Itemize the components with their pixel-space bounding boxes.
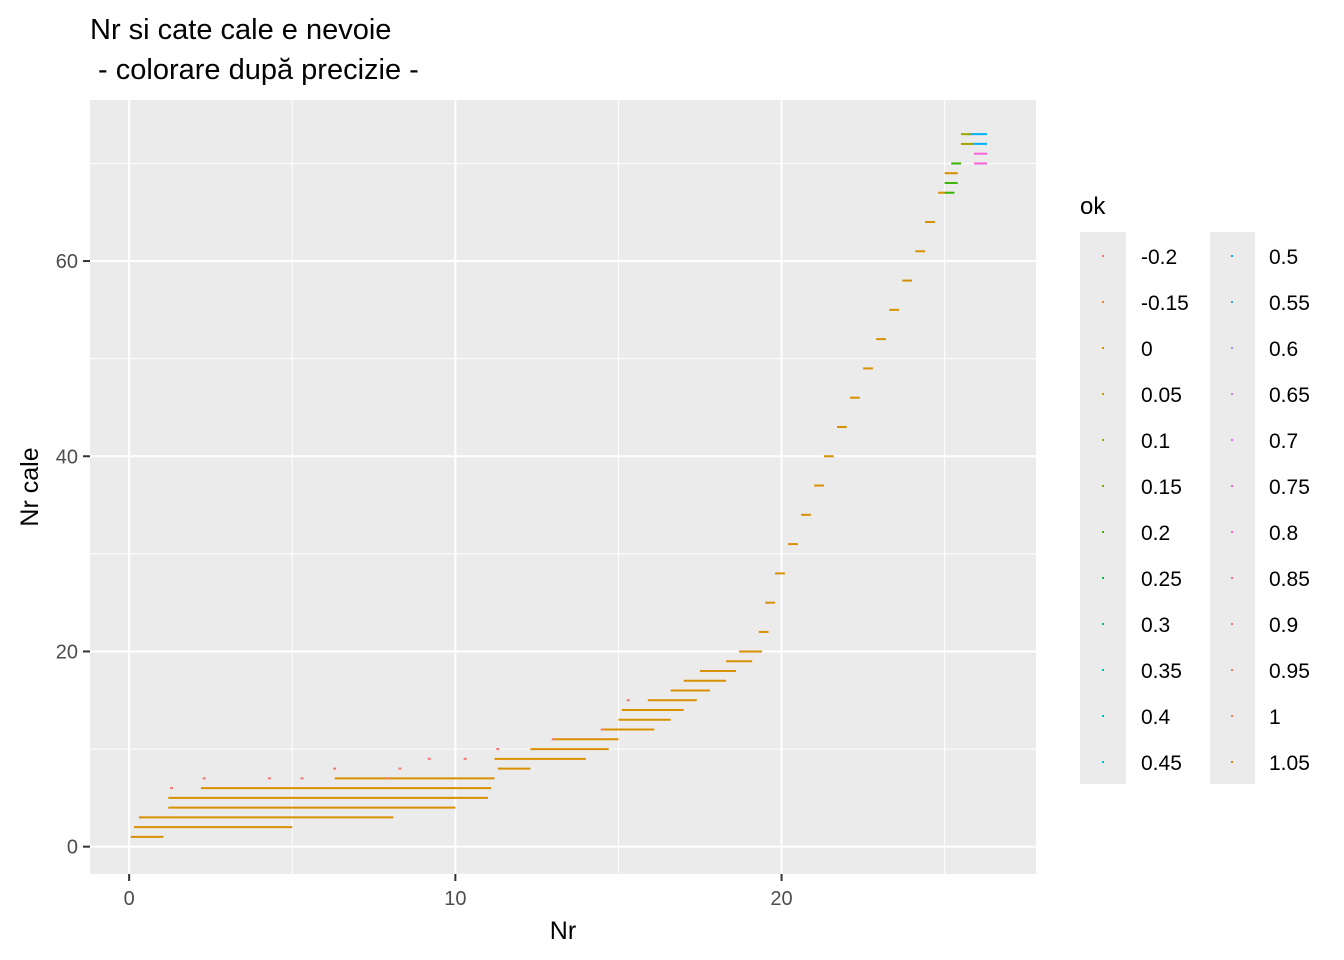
y-tick-label: 0: [67, 837, 78, 859]
point: [626, 699, 630, 702]
grid-major: [90, 100, 1036, 874]
y-tick-label: 40: [56, 446, 78, 468]
legend-key: [1102, 255, 1104, 257]
legend-key: [1231, 301, 1233, 303]
legend-key: [1102, 715, 1104, 717]
legend-label: -0.2: [1141, 246, 1177, 269]
y-tick-label: 60: [56, 251, 78, 273]
legend-label: 0.2: [1141, 522, 1170, 545]
legend-key: [1102, 531, 1104, 533]
point: [202, 777, 206, 780]
point: [398, 767, 402, 770]
legend-key: [1231, 623, 1233, 625]
legend-key: [1102, 669, 1104, 671]
x-tick-label: 20: [770, 888, 792, 910]
legend-key: [1231, 761, 1233, 763]
point: [300, 777, 304, 780]
point: [333, 767, 337, 770]
legend-key: [1231, 439, 1233, 441]
point: [267, 777, 271, 780]
legend-label: 0.75: [1269, 476, 1310, 499]
legend-key: [1102, 347, 1104, 349]
legend-label: -0.15: [1141, 292, 1189, 315]
legend-label: 0.35: [1141, 660, 1182, 683]
legend: ok -0.2 -0.15 0 0.05 0.1 0.15 0.2 0.25 0.3 0.35 0.…: [1080, 193, 1310, 784]
legend-label: 0: [1141, 338, 1153, 361]
plot-panel: [90, 100, 1036, 874]
legend-label: 0.3: [1141, 614, 1170, 637]
legend-key: [1231, 347, 1233, 349]
y-axis-label: Nr cale: [16, 447, 44, 526]
legend-label: 1: [1269, 706, 1281, 729]
legend-label: 0.7: [1269, 430, 1298, 453]
legend-label: 0.5: [1269, 246, 1298, 269]
legend-key: [1102, 761, 1104, 763]
legend-key: [1231, 669, 1233, 671]
legend-key: [1102, 623, 1104, 625]
legend-key: [1102, 301, 1104, 303]
legend-key-background: [1080, 232, 1126, 784]
point: [600, 728, 604, 731]
legend-label: 0.55: [1269, 292, 1310, 315]
legend-label: 0.4: [1141, 706, 1171, 729]
legend-key: [1231, 255, 1233, 257]
legend-key: [1231, 485, 1233, 487]
legend-label: 0.15: [1141, 476, 1182, 499]
legend-key: [1231, 577, 1233, 579]
y-tick-label: 20: [56, 641, 78, 663]
legend-key: [1231, 715, 1233, 717]
point: [170, 787, 174, 790]
legend-label: 0.95: [1269, 660, 1310, 683]
legend-key: [1102, 439, 1104, 441]
legend-label: 0.8: [1269, 522, 1298, 545]
legend-key: [1102, 577, 1104, 579]
legend-key: [1231, 393, 1233, 395]
legend-label: 0.65: [1269, 384, 1310, 407]
legend-label: 0.6: [1269, 338, 1298, 361]
legend-title: ok: [1080, 193, 1106, 220]
x-axis-label: Nr: [550, 917, 576, 945]
chart-subtitle: - colorare după precizie -: [90, 54, 419, 86]
legend-key: [1102, 393, 1104, 395]
legend-label: 0.25: [1141, 568, 1182, 591]
x-tick-label: 10: [444, 888, 466, 910]
legend-label: 0.45: [1141, 752, 1182, 775]
point: [385, 777, 389, 780]
legend-label: 1.05: [1269, 752, 1310, 775]
y-axis: 0 20 40 60: [56, 251, 90, 859]
point: [427, 757, 431, 760]
data-marks: [130, 133, 988, 838]
legend-key: [1102, 485, 1104, 487]
point: [496, 748, 500, 751]
x-tick-label: 0: [124, 888, 135, 910]
point: [463, 757, 467, 760]
point: [551, 738, 555, 741]
legend-label: 0.85: [1269, 568, 1310, 591]
legend-label: 0.9: [1269, 614, 1298, 637]
legend-label: 0.05: [1141, 384, 1182, 407]
x-axis: 0 10 20: [124, 874, 793, 910]
legend-key: [1231, 531, 1233, 533]
legend-label: 0.1: [1141, 430, 1170, 453]
legend-key-background: [1210, 232, 1255, 784]
chart-title: Nr si cate cale e nevoie: [90, 14, 391, 46]
